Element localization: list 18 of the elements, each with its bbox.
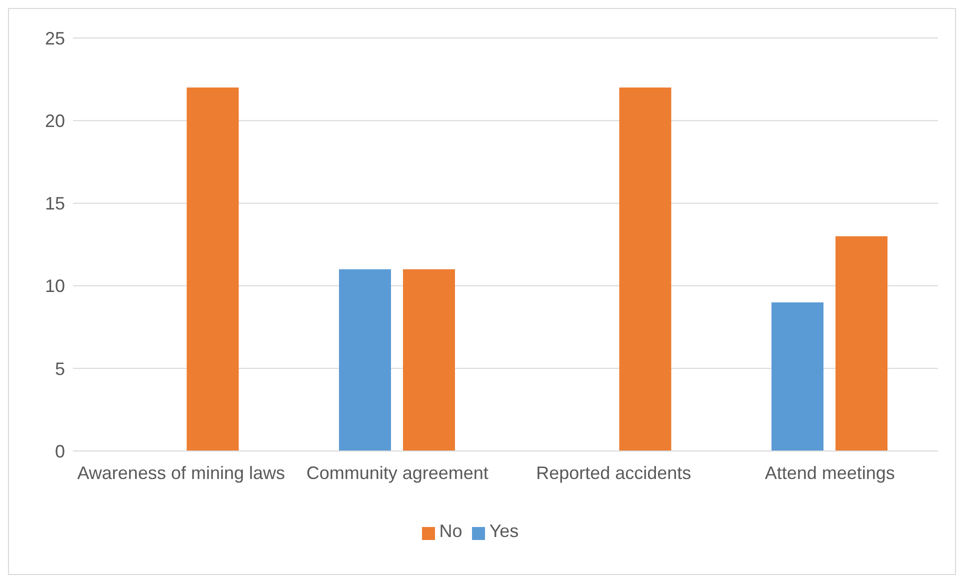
x-tick-label: Attend meetings	[764, 463, 895, 483]
y-tick-label: 20	[44, 110, 65, 131]
bar	[771, 302, 824, 451]
y-tick-label: 5	[54, 358, 65, 379]
x-tick-label: Community agreement	[306, 463, 488, 483]
legend-label: Yes	[489, 521, 519, 541]
legend-label: No	[439, 521, 462, 541]
bar	[835, 236, 888, 451]
x-tick-label: Reported accidents	[536, 463, 692, 483]
x-tick-label: Awareness of mining laws	[77, 463, 286, 483]
y-tick-label: 10	[44, 276, 65, 296]
bar	[338, 269, 391, 451]
bar	[402, 269, 455, 451]
bar	[186, 88, 239, 451]
y-tick-label: 0	[54, 441, 65, 462]
y-tick-label: 25	[44, 28, 65, 48]
bar	[619, 88, 672, 451]
y-tick-label: 15	[44, 194, 65, 214]
